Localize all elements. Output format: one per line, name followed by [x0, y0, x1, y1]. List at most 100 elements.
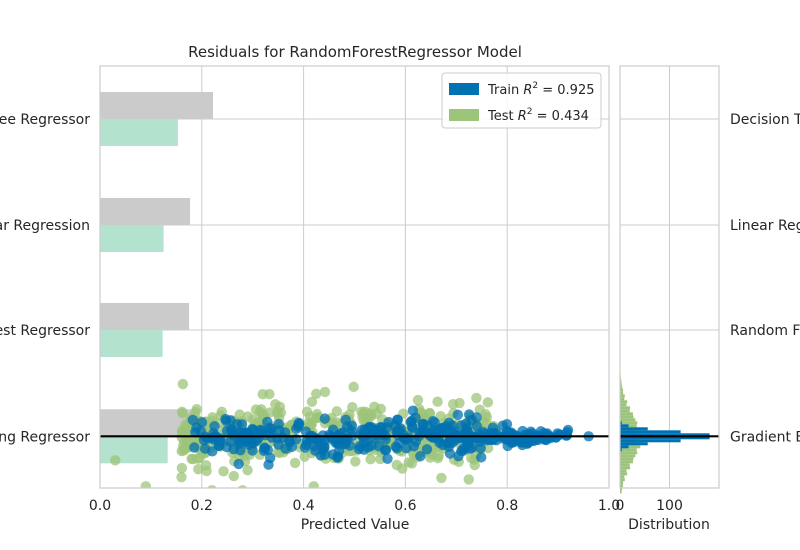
hist-test-bar [620, 397, 625, 401]
hist-train-bar [620, 436, 710, 440]
x-tick-label: 1.0 [598, 498, 620, 514]
legend[interactable]: Train R2 = 0.925 Test R2 = 0.434 [441, 72, 602, 129]
train-point [472, 433, 483, 444]
bar-mint [100, 225, 164, 252]
train-point [376, 422, 387, 433]
x-tick-label: 0.0 [89, 498, 111, 514]
train-point [475, 442, 486, 454]
legend-swatch-train [449, 83, 479, 95]
hist-test-bar [620, 469, 627, 473]
train-point [319, 413, 331, 424]
train-point [550, 432, 562, 443]
test-point [201, 465, 212, 477]
train-point [347, 426, 358, 437]
train-point [189, 442, 200, 453]
train-point [407, 421, 418, 432]
train-point [415, 451, 426, 462]
hist-train-bar [620, 427, 648, 431]
test-point [237, 485, 248, 488]
hist-test-bar [620, 466, 631, 470]
train-point [245, 433, 256, 444]
test-point [311, 388, 322, 399]
histogram-frame [619, 65, 720, 489]
train-point [437, 439, 449, 451]
test-point [348, 381, 359, 393]
hist-test-bar [620, 490, 622, 494]
hist-test-bar [620, 409, 630, 413]
test-point [242, 465, 253, 476]
test-point [272, 406, 283, 417]
hist-x-tick-label: 100 [656, 498, 683, 514]
x-tick-label: 0.6 [394, 498, 416, 514]
hist-train-bar [620, 421, 622, 425]
test-point [350, 456, 361, 467]
bar-mint [100, 330, 163, 357]
train-point [487, 422, 499, 433]
train-point [410, 412, 421, 423]
hist-train-bar [620, 433, 710, 437]
hist-test-bar [620, 388, 623, 392]
train-point [262, 416, 273, 428]
test-point [299, 451, 310, 462]
train-point [410, 436, 421, 447]
test-point [403, 457, 415, 468]
test-point [432, 396, 443, 407]
train-point [207, 432, 218, 444]
train-point [367, 424, 379, 435]
hist-test-bar [620, 412, 633, 416]
train-point [358, 437, 370, 448]
hist-train-bar [620, 445, 629, 449]
test-point [257, 388, 268, 400]
test-point [140, 481, 152, 488]
category-label-left: ear Regression [0, 218, 90, 234]
category-label-right: Decision Tr [730, 112, 800, 128]
test-point [272, 447, 283, 458]
category-label-left: rest Regressor [0, 323, 90, 339]
train-point [286, 441, 298, 453]
chart-title: Residuals for RandomForestRegressor Mode… [188, 43, 522, 61]
hist-test-bar [620, 400, 628, 404]
hist-test-bar [620, 403, 627, 407]
train-point [466, 414, 477, 426]
hist-test-bar [620, 394, 625, 398]
hist-test-bar [620, 448, 637, 452]
train-point [293, 418, 305, 430]
test-point [412, 394, 424, 406]
hist-test-bar [620, 481, 624, 485]
train-point [421, 444, 433, 455]
test-point [391, 459, 403, 471]
train-point [225, 436, 236, 447]
x-axis-title: Predicted Value [301, 517, 410, 533]
test-point [289, 457, 301, 469]
train-point [233, 458, 244, 470]
train-point [309, 441, 320, 452]
legend-box [441, 72, 602, 129]
legend-label-train: Train R2 = 0.925 [487, 81, 594, 98]
test-point [218, 466, 229, 477]
train-point [392, 414, 403, 426]
hist-test-bar [620, 484, 623, 488]
bar-grey [100, 198, 191, 225]
hist-test-bar [620, 454, 636, 458]
test-point [193, 463, 204, 475]
test-point [471, 392, 482, 404]
hist-test-bar [620, 421, 638, 425]
bar-mint [100, 119, 178, 146]
train-point [327, 449, 339, 460]
train-point [380, 444, 392, 456]
train-point [279, 427, 291, 438]
train-point [255, 428, 266, 440]
hist-train-bar [620, 430, 681, 434]
test-point [463, 474, 474, 485]
hist-test-bar [620, 418, 636, 422]
category-label-right: Gradient Bo [730, 429, 800, 445]
bar-grey [100, 303, 190, 330]
hist-train-bar [620, 439, 681, 443]
test-point [308, 481, 319, 488]
bar-overlay [100, 92, 213, 464]
test-point [177, 408, 188, 419]
main-plot-frame [99, 65, 610, 489]
test-point [365, 454, 376, 465]
main-x-ticks: 0.0 0.2 0.4 0.6 0.8 1.0 [89, 498, 620, 514]
